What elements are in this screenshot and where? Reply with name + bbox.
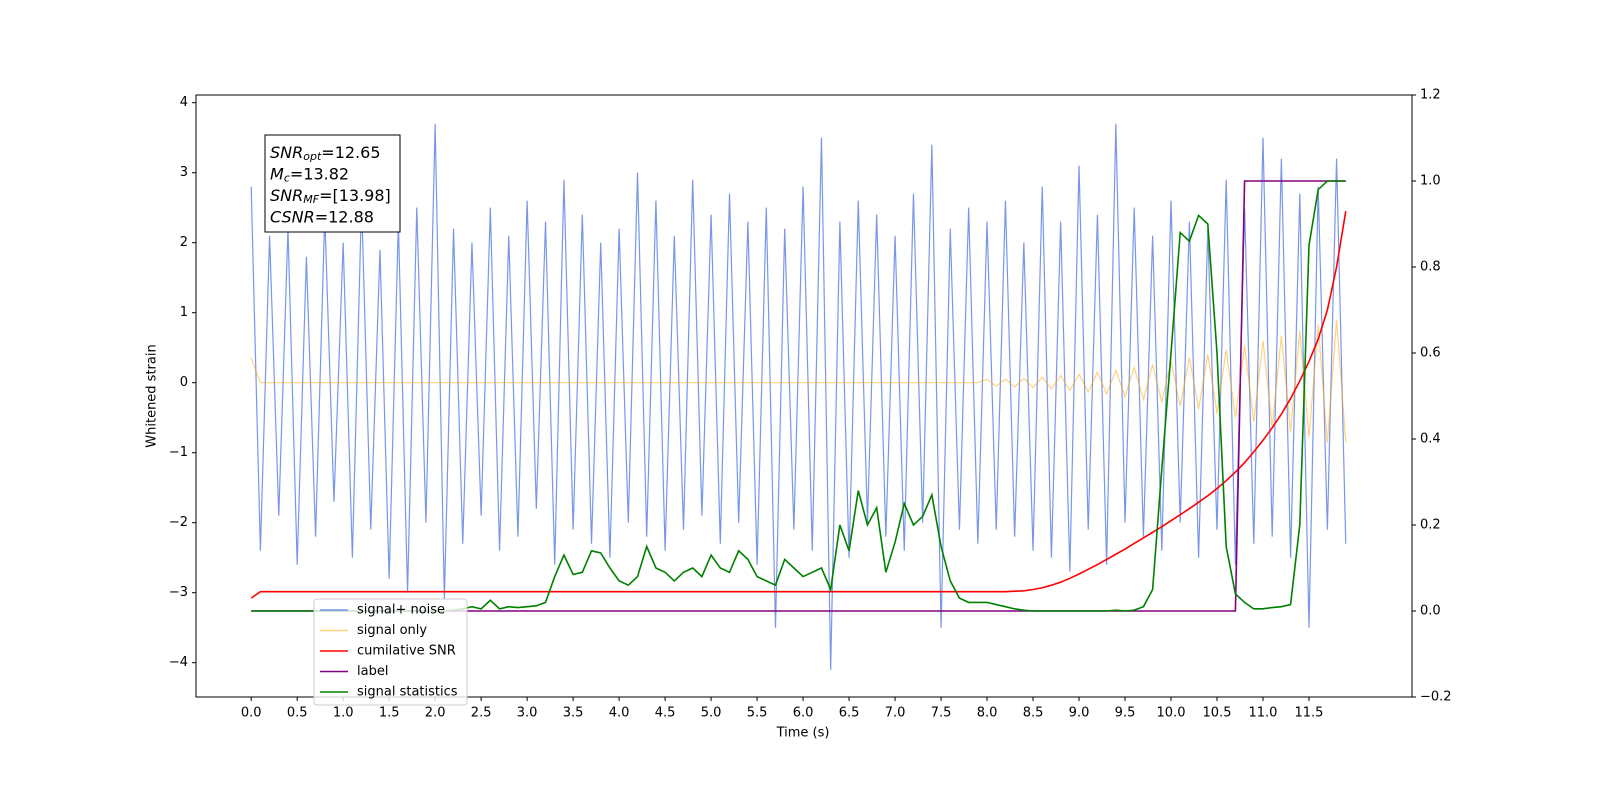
y-tick-label: −2 (169, 515, 188, 530)
legend-label: signal+ noise (357, 603, 445, 618)
annotation-name: SNR (270, 186, 303, 205)
x-tick-label: 11.5 (1295, 706, 1324, 721)
legend-label: cumilative SNR (357, 644, 456, 659)
x-tick-label: 11.0 (1249, 706, 1278, 721)
y2-tick-label: −0.2 (1420, 690, 1452, 705)
annotation-line: CSNR=12.88 (270, 207, 374, 226)
y-tick-label: 1 (180, 305, 188, 320)
legend-label: label (357, 664, 388, 679)
x-tick-label: 1.5 (379, 706, 400, 721)
annotation-line: SNRMF=[13.98] (270, 186, 391, 207)
x-tick-label: 9.5 (1115, 706, 1136, 721)
x-tick-label: 3.0 (517, 706, 538, 721)
x-tick-label: 1.0 (333, 706, 354, 721)
x-tick-label: 6.0 (793, 706, 814, 721)
series-line (250, 123, 1347, 670)
annotation-box (264, 134, 401, 233)
x-tick-label: 6.5 (839, 706, 860, 721)
y-tick-label: −1 (169, 445, 188, 460)
legend-label: signal only (357, 623, 427, 638)
y-tick-label: 3 (180, 165, 188, 180)
y-tick-label: −4 (169, 655, 188, 670)
annotation-name: CSNR (270, 207, 315, 226)
y2-tick-label: 1.2 (1420, 88, 1441, 103)
y-axis-label: Whitened strain (145, 344, 160, 447)
legend-box (313, 598, 468, 706)
annotation-sub: MF (303, 193, 319, 206)
annotation-name: SNR (270, 143, 303, 162)
annotation-text: =12.88 (315, 207, 374, 226)
annotation-sub: c (284, 172, 290, 185)
annotation-name: M (270, 164, 284, 183)
y2-tick-label: 1.0 (1420, 174, 1441, 189)
x-tick-label: 4.0 (609, 706, 630, 721)
x-tick-label: 4.5 (655, 706, 676, 721)
annotation-sub: opt (303, 150, 322, 163)
x-tick-label: 7.0 (885, 706, 906, 721)
annotation-line: SNRopt=12.65 (270, 143, 381, 164)
x-tick-label: 10.0 (1157, 706, 1186, 721)
x-tick-label: 5.0 (701, 706, 722, 721)
plot-frame (195, 94, 1413, 698)
x-tick-label: 0.0 (241, 706, 262, 721)
x-tick-label: 7.5 (931, 706, 952, 721)
x-tick-label: 8.5 (1023, 706, 1044, 721)
legend: signal+ noise signal only cumilative SNR la… (313, 598, 468, 706)
series-line (250, 319, 1347, 443)
x-tick-label: 0.5 (287, 706, 308, 721)
x-tick-label: 8.0 (977, 706, 998, 721)
x-tick-label: 9.0 (1069, 706, 1090, 721)
annotation-text: =12.65 (321, 143, 380, 162)
x-tick-label: 10.5 (1203, 706, 1232, 721)
x-tick-label: 5.5 (747, 706, 768, 721)
y-tick-label: 0 (180, 375, 188, 390)
y-tick-label: 4 (180, 95, 188, 110)
x-axis-label: Time (s) (776, 726, 830, 741)
x-tick-label: 2.5 (471, 706, 492, 721)
y2-tick-label: 0.8 (1420, 260, 1441, 275)
y2-tick-label: 0.4 (1420, 432, 1441, 447)
annotation-text: =[13.98] (319, 186, 391, 205)
y2-tick-label: 0.2 (1420, 518, 1441, 533)
y-tick-label: 2 (180, 235, 188, 250)
y2-tick-label: 0.6 (1420, 346, 1441, 361)
x-tick-label: 3.5 (563, 706, 584, 721)
annotation-text: =13.82 (290, 164, 349, 183)
series-line (250, 210, 1347, 599)
x-tick-label: 2.0 (425, 706, 446, 721)
y-tick-label: −3 (169, 585, 188, 600)
y2-tick-label: 0.0 (1420, 604, 1441, 619)
annotation-line: Mc=13.82 (270, 164, 349, 185)
legend-label: signal statistics (357, 685, 458, 700)
